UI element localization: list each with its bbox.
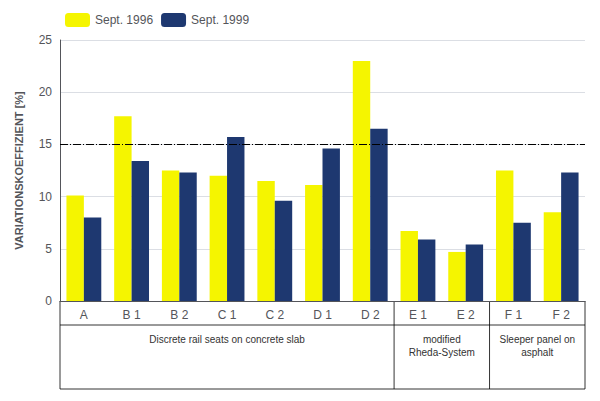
svg-text:E 2: E 2: [457, 308, 475, 322]
svg-text:A: A: [80, 308, 88, 322]
svg-text:F 1: F 1: [505, 308, 523, 322]
svg-text:F 2: F 2: [552, 308, 570, 322]
svg-text:20: 20: [39, 85, 53, 99]
svg-text:E 1: E 1: [409, 308, 427, 322]
svg-text:25: 25: [39, 33, 53, 47]
svg-text:C 1: C 1: [218, 308, 237, 322]
svg-text:B 1: B 1: [123, 308, 141, 322]
svg-text:Sept. 1999: Sept. 1999: [191, 13, 249, 27]
svg-text:15: 15: [39, 137, 53, 151]
svg-text:C 2: C 2: [265, 308, 284, 322]
svg-text:5: 5: [45, 242, 52, 256]
svg-text:Sleeper panel on: Sleeper panel on: [499, 334, 575, 345]
svg-text:Rheda-System: Rheda-System: [409, 347, 475, 358]
svg-text:B 2: B 2: [170, 308, 188, 322]
svg-text:modified: modified: [423, 334, 461, 345]
svg-text:Discrete rail seats on concret: Discrete rail seats on concrete slab: [149, 334, 305, 345]
svg-text:D 1: D 1: [313, 308, 332, 322]
svg-text:VARIATIONSKOEFFIZIENT [%]: VARIATIONSKOEFFIZIENT [%]: [13, 91, 25, 250]
svg-text:0: 0: [45, 294, 52, 308]
svg-text:asphalt: asphalt: [521, 347, 553, 358]
svg-text:10: 10: [39, 190, 53, 204]
svg-text:D 2: D 2: [361, 308, 380, 322]
svg-text:Sept. 1996: Sept. 1996: [95, 13, 153, 27]
